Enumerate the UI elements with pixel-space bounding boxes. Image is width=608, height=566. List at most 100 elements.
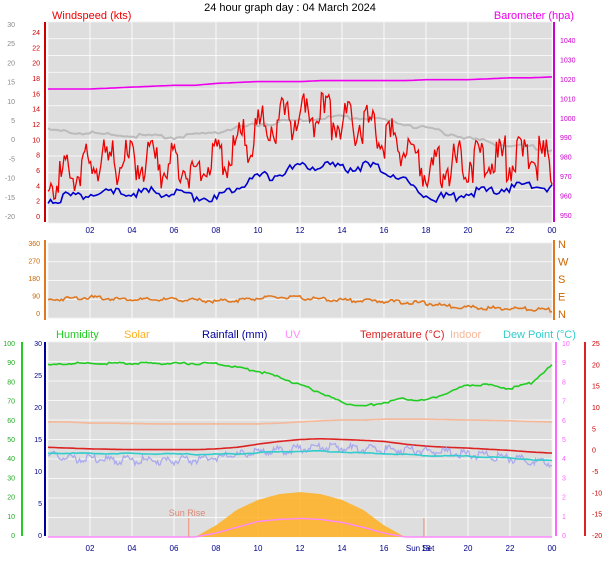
direction-right-tick: N — [558, 309, 566, 321]
temperature-right-tick: -15 — [592, 512, 602, 519]
humidity-line — [47, 361, 553, 407]
rainfall-tick: 25 — [34, 373, 42, 380]
wind-left-tick: 0 — [36, 214, 40, 221]
wind-left-tick: 24 — [32, 30, 40, 37]
wind-x-tick: 20 — [464, 226, 473, 235]
temperature-x-tick: 04 — [128, 544, 137, 553]
uv-tick: 2 — [562, 495, 566, 502]
humidity-tick: 70 — [7, 399, 15, 406]
temperature-x-tick: 20 — [464, 544, 473, 553]
direction-right-tick: N — [558, 239, 566, 251]
humidity-tick: 100 — [3, 341, 15, 348]
wind-x-tick: 16 — [380, 226, 389, 235]
rainfall-tick: 0 — [38, 533, 42, 540]
uv-line — [48, 517, 552, 538]
wind-left-tick: 2 — [36, 199, 40, 206]
legend-solar: Solar — [124, 329, 150, 341]
temperature-right-tick: 25 — [592, 341, 600, 348]
legend-indoor: Indoor — [450, 329, 482, 341]
rainfall-tick: 5 — [38, 501, 42, 508]
temperature-x-tick: 12 — [296, 544, 305, 553]
wind-right-tick: 970 — [560, 174, 572, 181]
humidity-tick: 0 — [11, 533, 15, 540]
wind-x-tick: 22 — [506, 226, 515, 235]
wind-x-tick: 10 — [254, 226, 263, 235]
humidity-tick: 20 — [7, 495, 15, 502]
wind-outer-left-tick: 25 — [7, 41, 15, 48]
wind_avg-line — [47, 160, 553, 205]
temperature-right-tick: 20 — [592, 362, 600, 369]
temperature-x-tick: 06 — [170, 544, 179, 553]
direction-right-tick: E — [558, 292, 565, 304]
legend-rainfall: Rainfall (mm) — [202, 329, 267, 341]
wind-left-tick: 8 — [36, 153, 40, 160]
wind-x-tick: 06 — [170, 226, 179, 235]
wind-outer-left-tick: -5 — [9, 156, 15, 163]
humidity-tick: 80 — [7, 379, 15, 386]
wind-outer-left-tick: 15 — [7, 80, 15, 87]
wind-x-tick: 00 — [548, 226, 557, 235]
rainfall-tick: 10 — [34, 469, 42, 476]
wind-outer-left-tick: 10 — [7, 99, 15, 106]
wind-left-tick: 14 — [32, 107, 40, 114]
humidity-tick: 10 — [7, 514, 15, 521]
sunrise-label: Sun Rise — [169, 508, 206, 518]
wind-outer-left-tick: -20 — [5, 214, 15, 221]
wind-outer-left-tick: -15 — [5, 195, 15, 202]
temperature-right-tick: 15 — [592, 384, 600, 391]
wind-x-tick: 12 — [296, 226, 305, 235]
temperature-x-tick: 16 — [380, 544, 389, 553]
wind-left-tick: 10 — [32, 137, 40, 144]
wind-x-tick: 02 — [86, 226, 95, 235]
wind-x-tick: 08 — [212, 226, 221, 235]
temperature-x-tick: 22 — [506, 544, 515, 553]
rainfall-tick: 15 — [34, 437, 42, 444]
direction-right-tick: W — [558, 257, 569, 269]
temperature-humidity-panel: Humidity Solar Rainfall (mm) UV Temperature … — [3, 329, 602, 553]
temperature-x-tick: 14 — [338, 544, 347, 553]
temperature-x-tick: 00 — [548, 544, 557, 553]
uv-tick: 4 — [562, 456, 566, 463]
wind_speed-line — [47, 91, 553, 201]
humidity-tick: 60 — [7, 418, 15, 425]
wind-left-tick: 4 — [36, 183, 40, 190]
direction-left-tick: 0 — [36, 311, 40, 318]
uv-tick: 10 — [562, 341, 570, 348]
temperature-x-tick: 08 — [212, 544, 221, 553]
wind-x-tick: 04 — [128, 226, 137, 235]
feels-like-line — [47, 441, 553, 468]
dew-point-line — [48, 449, 553, 462]
temperature-right-tick: -20 — [592, 533, 602, 540]
wind-right-tick: 980 — [560, 155, 572, 162]
wind-left-axis-label: Windspeed (kts) — [52, 10, 131, 22]
legend-humidity: Humidity — [56, 329, 99, 341]
wind-outer-left-tick: -10 — [5, 176, 15, 183]
wind-right-tick: 1020 — [560, 77, 576, 84]
temperature-x-tick: 18 — [422, 544, 431, 553]
wind-right-tick: 1010 — [560, 96, 576, 103]
wind-barometer-panel: Windspeed (kts) Barometer (hpa)3025201510… — [5, 10, 576, 235]
wind-right-tick: 990 — [560, 135, 572, 142]
wind-right-axis-label: Barometer (hpa) — [494, 10, 574, 22]
temperature-line — [47, 438, 553, 454]
temperature-right-tick: 0 — [592, 448, 596, 455]
legend-dew-point: Dew Point (°C) — [503, 329, 576, 341]
wind-left-tick: 6 — [36, 168, 40, 175]
humidity-tick: 30 — [7, 475, 15, 482]
direction-left-tick: 360 — [28, 241, 40, 248]
temperature-right-tick: 10 — [592, 405, 600, 412]
gray_line-line — [47, 114, 553, 153]
wind-left-tick: 20 — [32, 61, 40, 68]
temperature-right-tick: 5 — [592, 426, 596, 433]
wind-right-tick: 950 — [560, 213, 572, 220]
wind-right-tick: 1040 — [560, 38, 576, 45]
humidity-tick: 50 — [7, 437, 15, 444]
wind-x-tick: 14 — [338, 226, 347, 235]
wind-outer-left-tick: 30 — [7, 22, 15, 29]
temperature-right-tick: -5 — [592, 469, 598, 476]
uv-tick: 6 — [562, 418, 566, 425]
wind-right-tick: 1000 — [560, 116, 576, 123]
